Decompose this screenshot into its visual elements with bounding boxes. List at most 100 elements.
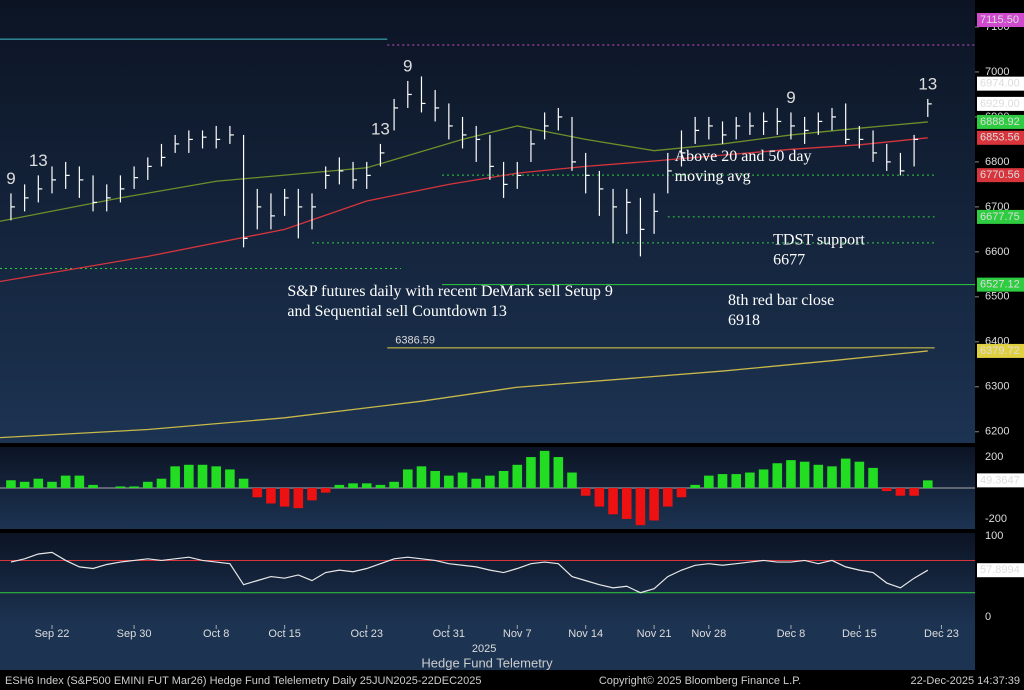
hist-bar (170, 466, 180, 488)
hist-tick-label: -200 (985, 513, 1007, 525)
hist-bar (266, 488, 276, 504)
hist-bar (704, 475, 714, 488)
hist-last-tag (977, 473, 1024, 488)
price-tag (977, 76, 1024, 91)
annotation: 8th red bar close (728, 292, 834, 309)
hist-bar (416, 466, 427, 488)
demark-count: 13 (371, 119, 390, 138)
hist-bar (827, 466, 837, 488)
hist-bar (663, 488, 673, 507)
y-tick-label: 6200 (985, 426, 1009, 438)
hist-bar (184, 464, 194, 488)
hist-bar (6, 480, 16, 488)
hist-bar (772, 463, 783, 488)
moving-average (0, 350, 928, 439)
x-tick-label: Oct 31 (433, 628, 465, 640)
hist-bar (19, 481, 30, 488)
price-tag-label: 6974.00 (980, 78, 1020, 90)
hist-bar (868, 467, 878, 488)
hist-bar (621, 488, 632, 519)
annotation: 6677 (773, 251, 805, 268)
demark-count: 13 (918, 74, 937, 93)
y-tick-label: 6500 (985, 291, 1009, 303)
hist-bar (635, 488, 646, 526)
hist-bar (115, 486, 126, 488)
price-tag (977, 343, 1024, 358)
hist-bar (758, 469, 769, 488)
price-panel (0, 0, 975, 443)
hist-bar (348, 483, 358, 488)
x-axis-band (0, 625, 975, 670)
x-tick-label: Sep 30 (117, 628, 152, 640)
price-tag (977, 114, 1024, 129)
annotation: Above 20 and 50 day (675, 148, 812, 165)
y-tick-label: 6800 (985, 156, 1009, 168)
x-tick-label: Dec 15 (842, 628, 877, 640)
hist-bar (334, 484, 345, 488)
hist-bar (225, 469, 235, 488)
footer-right: 22-Dec-2025 14:37:39 (911, 675, 1020, 687)
hist-bar (88, 484, 98, 488)
year-label: 2025 (472, 643, 496, 655)
osc-tick-label: 100 (985, 530, 1003, 542)
price-tag (977, 130, 1024, 145)
footer-left: ESH6 Index (S&P500 EMINI FUT Mar26) Hedg… (5, 675, 481, 687)
price-tag (977, 209, 1024, 224)
hist-bar (512, 464, 523, 488)
hist-bar (143, 481, 153, 488)
hist-bar (307, 488, 317, 501)
x-tick-label: Oct 15 (268, 628, 300, 640)
hist-bar (854, 461, 865, 488)
hist-bar (129, 486, 139, 488)
x-tick-label: Nov 7 (503, 628, 532, 640)
hist-bar (745, 472, 755, 488)
hist-bar (840, 458, 851, 488)
hist-bar (813, 464, 824, 488)
price-tag-label: 6853.56 (980, 132, 1020, 144)
demark-count: 9 (403, 56, 412, 75)
hist-bar (279, 488, 290, 507)
x-tick-label: Dec 8 (777, 628, 806, 640)
footer-center: Copyright© 2025 Bloomberg Finance L.P. (599, 675, 801, 687)
x-tick-label: Nov 21 (637, 628, 672, 640)
hist-bar (60, 475, 71, 488)
hist-bar (580, 488, 591, 496)
hist-bar (47, 481, 57, 488)
hist-bar (156, 478, 167, 488)
annotation: TDST support (773, 231, 865, 248)
x-tick-label: Oct 23 (351, 628, 383, 640)
hist-bar (252, 488, 263, 498)
osc-tick-label: 0 (985, 611, 991, 623)
hist-bar (74, 475, 85, 488)
demark-count: 9 (786, 88, 795, 107)
price-tag (977, 277, 1024, 292)
y-tick-label: 6700 (985, 201, 1009, 213)
hist-bar (539, 450, 550, 488)
x-tick-label: Nov 28 (691, 628, 726, 640)
hist-bar (430, 470, 440, 488)
demark-count: 9 (6, 169, 15, 188)
hist-bar (731, 474, 741, 488)
x-axis-title: Hedge Fund Telemetry (421, 655, 553, 670)
x-tick-label: Dec 23 (924, 628, 959, 640)
osc-last-tag (977, 563, 1024, 578)
osc-last-label: 57.8994 (980, 564, 1020, 576)
annotation: and Sequential sell Countdown 13 (287, 303, 507, 320)
demark-count: 13 (29, 151, 48, 170)
hist-bar (594, 488, 605, 507)
hist-bar (471, 478, 481, 488)
oscillator-panel (0, 533, 975, 625)
hist-bar (649, 488, 659, 521)
annotation: 6918 (728, 312, 760, 329)
price-tag-label: 6888.92 (980, 116, 1020, 128)
price-tag-label: 7115.50 (980, 14, 1019, 26)
price-tag-label: 6527.12 (980, 279, 1020, 291)
moving-average (0, 137, 928, 283)
price-tag-label: 6770.56 (980, 169, 1020, 181)
y-tick-label: 7000 (985, 66, 1009, 78)
hist-bar (211, 466, 221, 488)
hist-bar (923, 480, 933, 488)
price-tag-label: 6677.75 (980, 211, 1020, 223)
price-tag (977, 168, 1024, 183)
